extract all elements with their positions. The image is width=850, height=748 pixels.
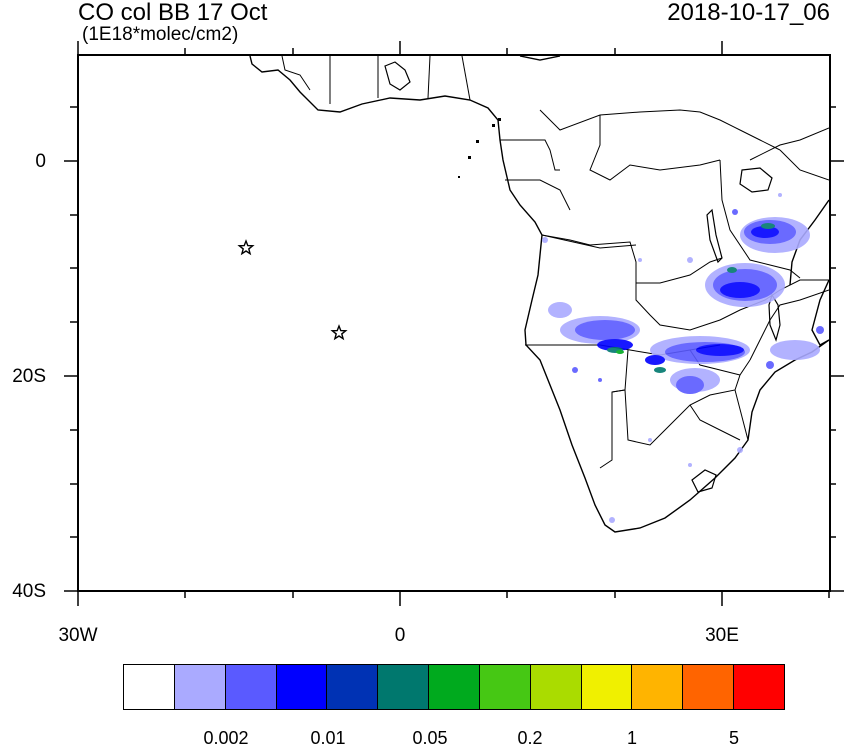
colorbar-swatch-1 xyxy=(174,665,226,709)
colorbar-swatch-4 xyxy=(327,665,379,709)
star-marker xyxy=(330,324,348,341)
colorbar-label: 1 xyxy=(626,728,638,748)
y-tick-label-20s: 20S xyxy=(12,366,46,387)
colorbar-swatch-3 xyxy=(276,665,328,709)
y-tick-label-40s: 40S xyxy=(12,581,46,602)
timestamp-label: 2018-10-17_06 xyxy=(667,0,830,26)
axis-ticks xyxy=(64,41,844,606)
colorbar xyxy=(123,664,785,710)
co-concentration-field xyxy=(542,193,824,523)
colorbar-swatch-5 xyxy=(378,665,430,709)
star-marker xyxy=(237,239,255,256)
units-label: (1E18*molec/cm2) xyxy=(82,24,239,45)
x-tick-label-30e: 30E xyxy=(705,625,739,646)
country-borders xyxy=(281,56,829,469)
colorbar-label: 0.01 xyxy=(310,728,346,748)
colorbar-swatch-8 xyxy=(530,665,582,709)
colorbar-label: 0.002 xyxy=(203,728,249,748)
colorbar-label: 0.05 xyxy=(412,728,448,748)
colorbar-swatch-6 xyxy=(429,665,480,709)
star-markers xyxy=(237,239,348,341)
colorbar-swatch-9 xyxy=(581,665,633,709)
colorbar-swatch-2 xyxy=(225,665,277,709)
colorbar-label: 0.2 xyxy=(517,728,543,748)
map-frame xyxy=(77,54,831,592)
colorbar-swatch-7 xyxy=(479,665,531,709)
colorbar-label: 5 xyxy=(728,728,740,748)
africa-coastline xyxy=(249,56,829,533)
x-tick-label-0: 0 xyxy=(394,625,406,646)
y-tick-label-0: 0 xyxy=(35,151,46,172)
colorbar-swatch-11 xyxy=(683,665,735,709)
colorbar-swatch-10 xyxy=(632,665,684,709)
colorbar-swatch-0 xyxy=(124,665,175,709)
x-tick-label-30w: 30W xyxy=(58,625,98,646)
colorbar-swatch-12 xyxy=(734,665,784,709)
islands xyxy=(458,118,501,178)
plot-title: CO col BB 17 Oct xyxy=(78,0,268,26)
